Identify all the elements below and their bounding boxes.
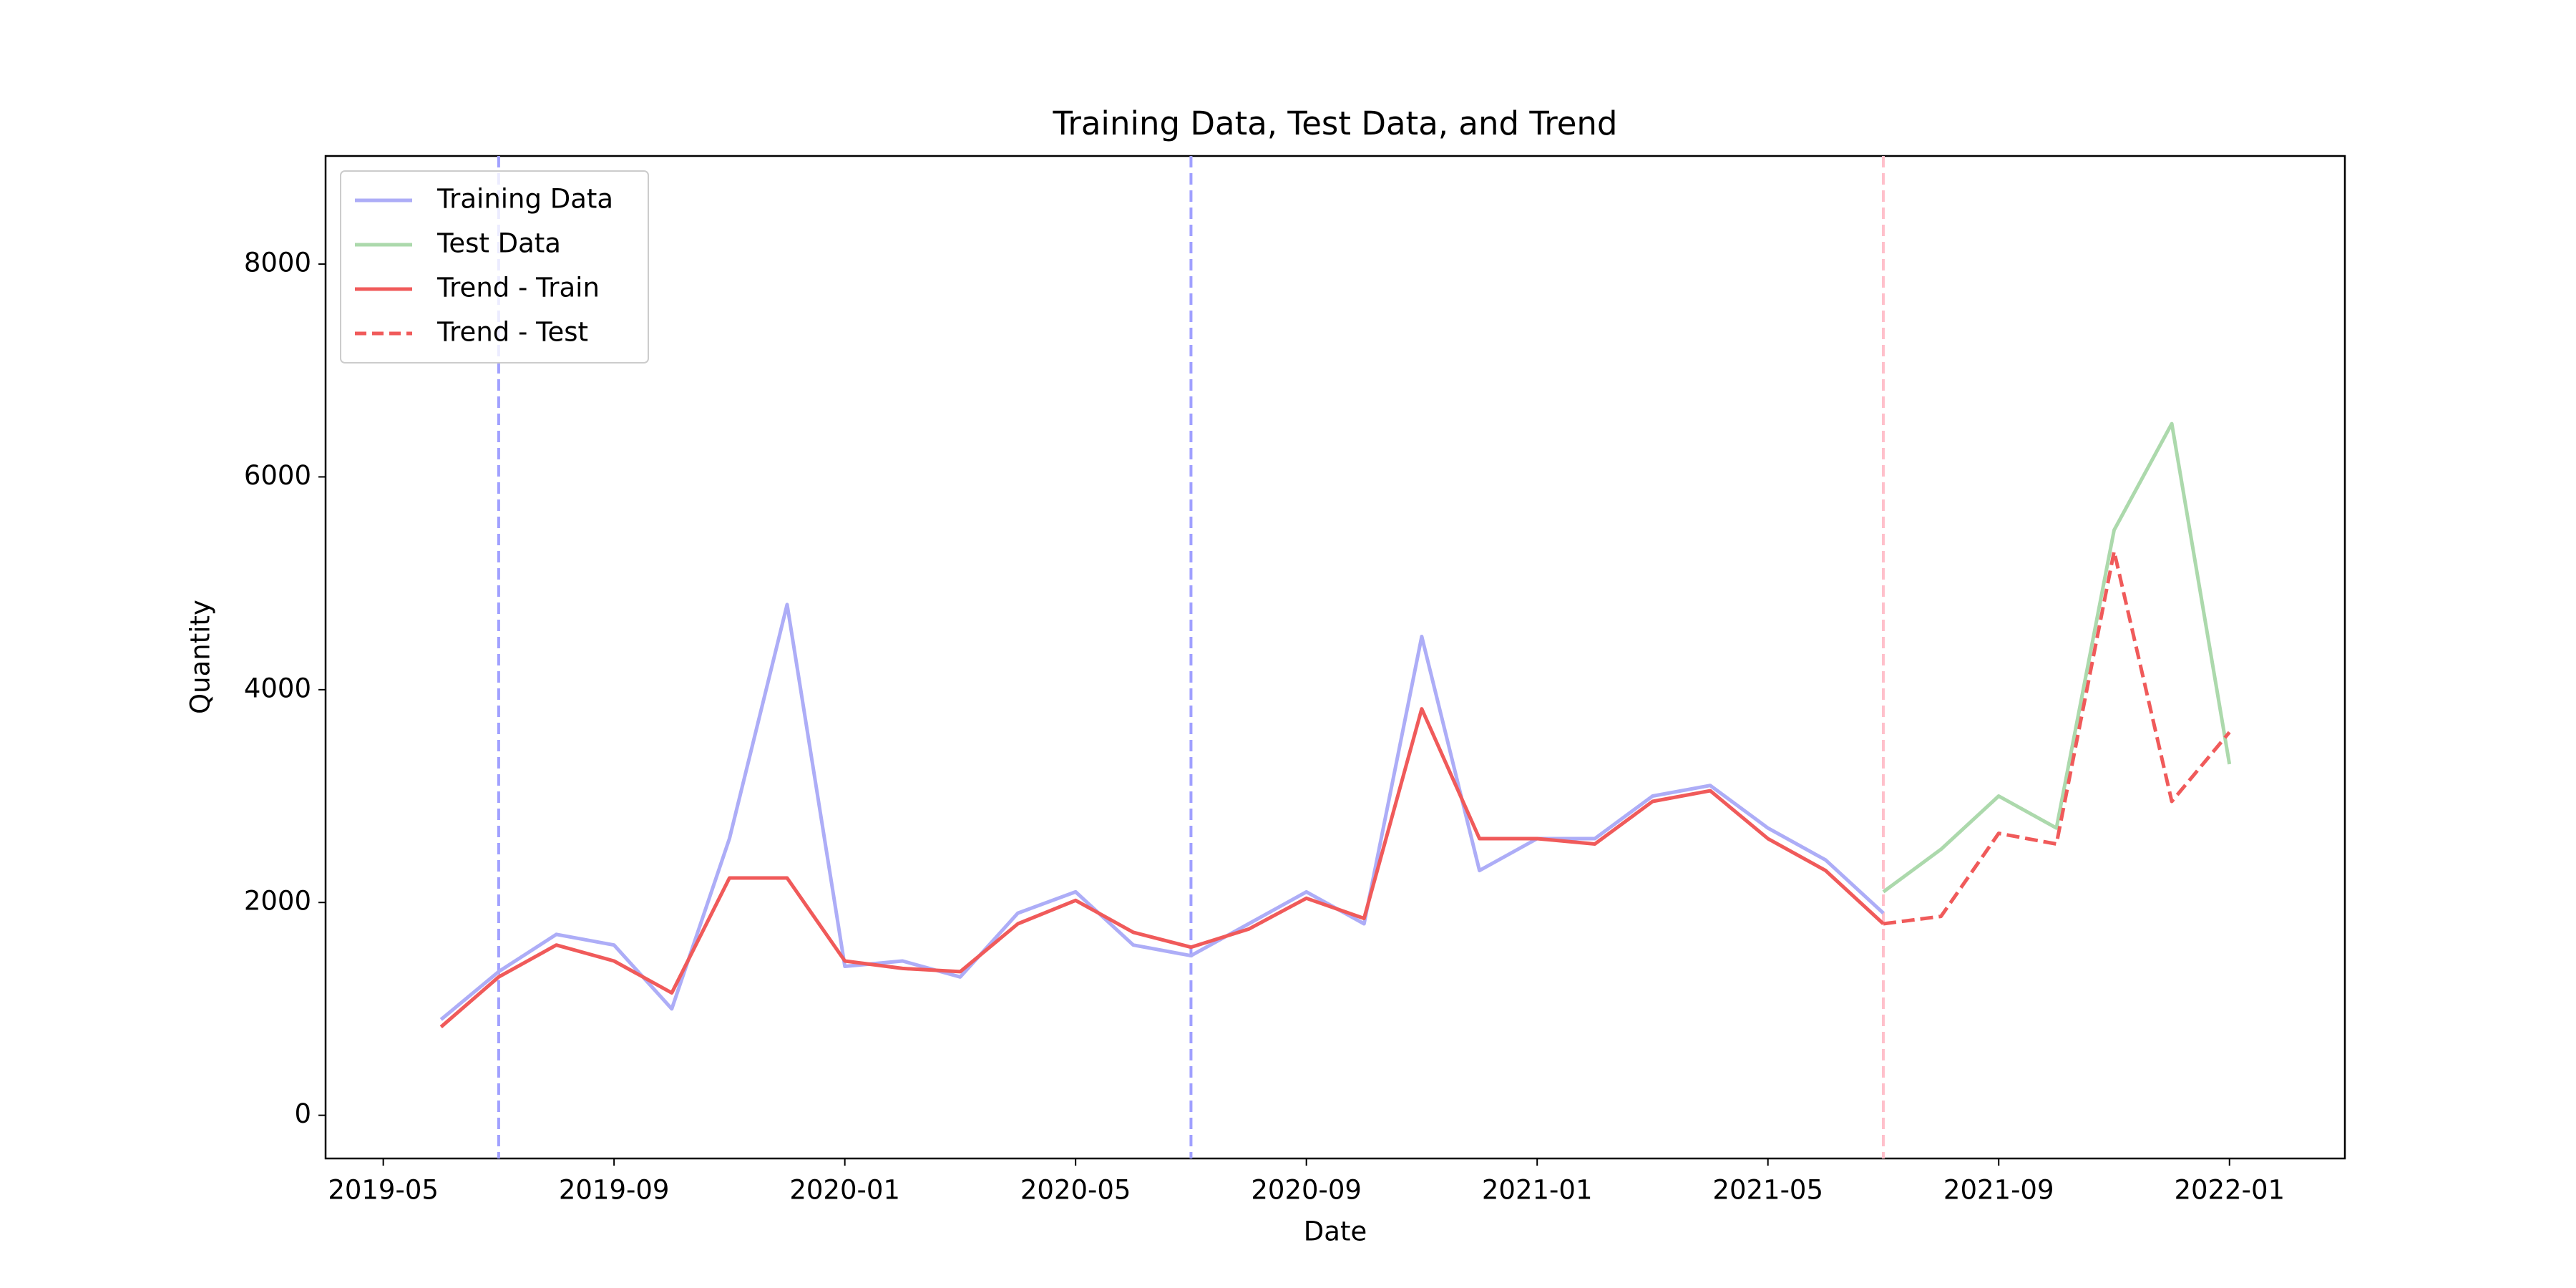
y-tick-label: 4000 — [244, 673, 311, 703]
x-tick-label: 2021-09 — [1943, 1175, 2054, 1206]
plot-frame — [324, 155, 2346, 1160]
series-line — [1883, 550, 2231, 926]
x-axis-label: Date — [1304, 1216, 1367, 1247]
series-line — [439, 602, 1885, 1021]
x-tick-label: 2020-01 — [789, 1175, 900, 1206]
y-axis-label: Quantity — [185, 600, 216, 714]
x-tick-label: 2022-01 — [2174, 1175, 2285, 1206]
legend-label: Test Data — [436, 228, 561, 259]
x-tick-label: 2021-05 — [1712, 1175, 1823, 1206]
series-line — [1882, 421, 2232, 894]
legend-box — [340, 170, 649, 364]
x-tick-label: 2020-05 — [1020, 1175, 1131, 1206]
x-tick-label: 2019-05 — [328, 1175, 439, 1206]
legend-label: Trend - Train — [436, 273, 600, 303]
x-tick-label: 2021-01 — [1482, 1175, 1593, 1206]
series-line — [439, 707, 1885, 1029]
y-tick-label: 2000 — [244, 886, 311, 917]
chart-title: Training Data, Test Data, and Trend — [1052, 104, 1617, 142]
y-tick-label: 8000 — [244, 248, 311, 278]
legend-label: Training Data — [436, 184, 613, 215]
legend-label: Trend - Test — [436, 317, 588, 348]
y-tick-label: 6000 — [244, 460, 311, 491]
y-tick-label: 0 — [294, 1098, 311, 1129]
x-tick-label: 2019-09 — [559, 1175, 670, 1206]
x-tick-label: 2020-09 — [1251, 1175, 1362, 1206]
